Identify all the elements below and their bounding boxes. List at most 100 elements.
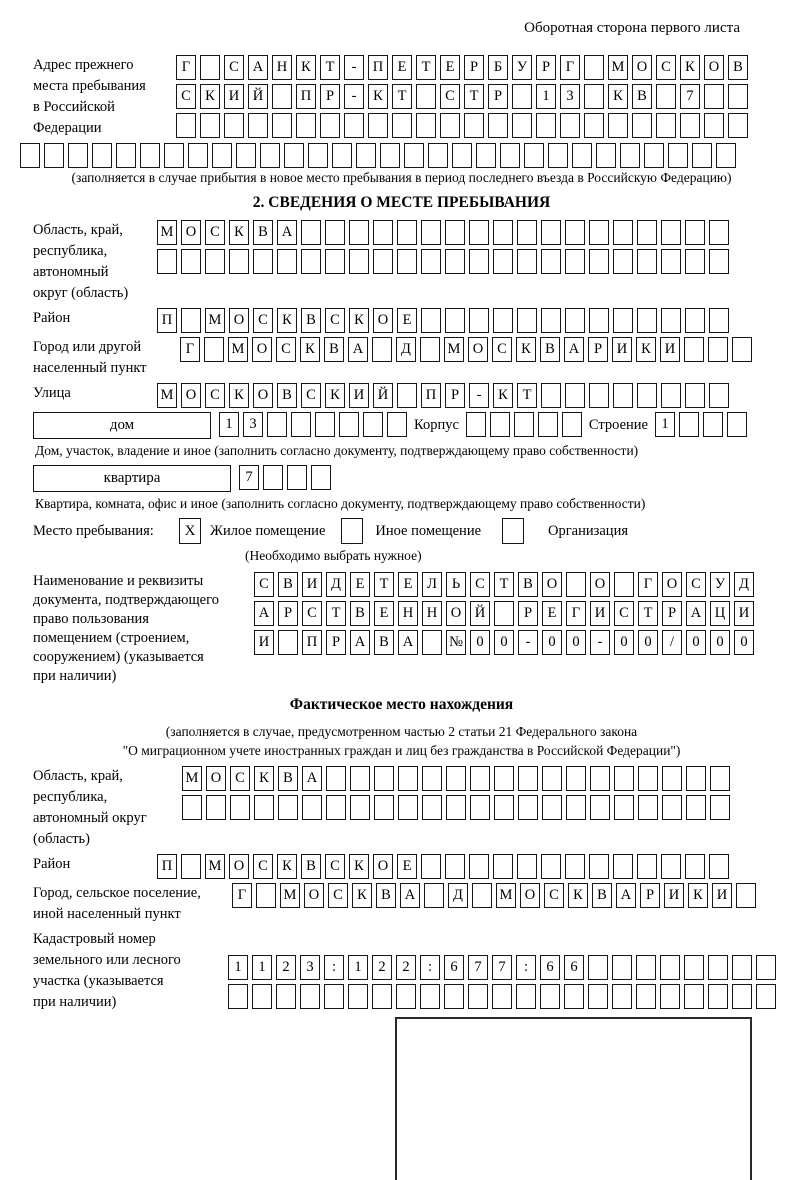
char-cell[interactable]: С xyxy=(230,766,250,791)
char-cell[interactable] xyxy=(524,143,544,168)
char-cell[interactable] xyxy=(686,766,706,791)
char-cell[interactable] xyxy=(176,113,196,138)
char-cell[interactable]: С xyxy=(470,572,490,597)
char-cell[interactable]: М xyxy=(444,337,464,362)
char-cell[interactable] xyxy=(638,795,658,820)
char-cell[interactable]: П xyxy=(421,383,441,408)
char-cell[interactable]: О xyxy=(373,308,393,333)
char-cell[interactable] xyxy=(421,220,441,245)
char-cell[interactable]: А xyxy=(686,601,706,626)
char-cell[interactable]: А xyxy=(616,883,636,908)
char-cell[interactable]: В xyxy=(301,854,321,879)
char-cell[interactable] xyxy=(684,955,704,980)
char-cell[interactable]: А xyxy=(248,55,268,80)
char-cell[interactable] xyxy=(469,854,489,879)
char-cell[interactable] xyxy=(440,113,460,138)
char-cell[interactable] xyxy=(324,984,344,1009)
char-cell[interactable] xyxy=(181,308,201,333)
char-cell[interactable] xyxy=(708,955,728,980)
char-cell[interactable] xyxy=(476,143,496,168)
char-cell[interactable] xyxy=(708,337,728,362)
char-cell[interactable] xyxy=(590,766,610,791)
char-cell[interactable]: О xyxy=(542,572,562,597)
char-cell[interactable] xyxy=(349,220,369,245)
char-cell[interactable] xyxy=(301,249,321,274)
char-cell[interactable] xyxy=(537,412,558,437)
char-cell[interactable]: Р xyxy=(662,601,682,626)
char-cell[interactable] xyxy=(68,143,88,168)
char-cell[interactable]: 1 xyxy=(228,955,248,980)
char-cell[interactable] xyxy=(92,143,112,168)
char-cell[interactable] xyxy=(536,113,556,138)
char-cell[interactable]: О xyxy=(520,883,540,908)
char-cell[interactable] xyxy=(374,795,394,820)
char-cell[interactable] xyxy=(566,766,586,791)
char-cell[interactable]: Ь xyxy=(446,572,466,597)
char-cell[interactable]: 1 xyxy=(654,412,675,437)
char-cell[interactable]: С xyxy=(176,84,196,109)
char-cell[interactable]: 6 xyxy=(564,955,584,980)
char-cell[interactable] xyxy=(267,412,287,437)
char-cell[interactable]: К xyxy=(680,55,700,80)
char-cell[interactable] xyxy=(637,220,657,245)
char-cell[interactable] xyxy=(272,113,292,138)
char-cell[interactable]: К xyxy=(277,854,297,879)
char-cell[interactable] xyxy=(614,795,634,820)
char-cell[interactable] xyxy=(205,249,225,274)
char-cell[interactable]: 2 xyxy=(276,955,296,980)
char-cell[interactable] xyxy=(566,795,586,820)
char-cell[interactable]: Н xyxy=(272,55,292,80)
char-cell[interactable]: Е xyxy=(350,572,370,597)
char-cell[interactable] xyxy=(512,84,532,109)
char-cell[interactable] xyxy=(704,84,724,109)
char-cell[interactable]: - xyxy=(469,383,489,408)
char-cell[interactable] xyxy=(638,766,658,791)
char-cell[interactable]: 0 xyxy=(494,630,514,655)
char-cell[interactable] xyxy=(680,113,700,138)
char-cell[interactable] xyxy=(157,249,177,274)
char-cell[interactable] xyxy=(710,766,730,791)
char-cell[interactable] xyxy=(685,383,705,408)
char-cell[interactable] xyxy=(566,572,586,597)
char-cell[interactable]: О xyxy=(181,220,201,245)
char-cell[interactable] xyxy=(589,383,609,408)
char-cell[interactable]: Е xyxy=(397,308,417,333)
char-cell[interactable] xyxy=(613,854,633,879)
char-cell[interactable]: С xyxy=(325,854,345,879)
char-cell[interactable] xyxy=(300,984,320,1009)
char-cell[interactable] xyxy=(560,113,580,138)
char-cell[interactable]: А xyxy=(348,337,368,362)
char-cell[interactable]: Е xyxy=(397,854,417,879)
char-cell[interactable]: К xyxy=(349,308,369,333)
char-cell[interactable]: 7 xyxy=(680,84,700,109)
char-cell[interactable] xyxy=(541,249,561,274)
char-cell[interactable] xyxy=(710,795,730,820)
char-cell[interactable]: В xyxy=(728,55,748,80)
char-cell[interactable] xyxy=(541,383,561,408)
char-cell[interactable] xyxy=(468,984,488,1009)
char-cell[interactable] xyxy=(613,383,633,408)
char-cell[interactable] xyxy=(494,766,514,791)
char-cell[interactable] xyxy=(541,220,561,245)
char-cell[interactable] xyxy=(320,113,340,138)
char-cell[interactable]: К xyxy=(352,883,372,908)
char-cell[interactable] xyxy=(445,220,465,245)
char-cell[interactable] xyxy=(206,795,226,820)
char-cell[interactable]: П xyxy=(157,854,177,879)
char-cell[interactable] xyxy=(636,955,656,980)
char-cell[interactable] xyxy=(188,143,208,168)
char-cell[interactable]: Р xyxy=(464,55,484,80)
char-cell[interactable]: Д xyxy=(448,883,468,908)
char-cell[interactable] xyxy=(709,854,729,879)
char-cell[interactable] xyxy=(20,143,40,168)
char-cell[interactable] xyxy=(685,220,705,245)
char-cell[interactable]: - xyxy=(344,55,364,80)
char-cell[interactable]: О xyxy=(590,572,610,597)
char-cell[interactable] xyxy=(396,984,416,1009)
char-cell[interactable]: С xyxy=(440,84,460,109)
char-cell[interactable] xyxy=(421,308,441,333)
char-cell[interactable] xyxy=(728,84,748,109)
char-cell[interactable]: П xyxy=(296,84,316,109)
char-cell[interactable]: 7 xyxy=(468,955,488,980)
char-cell[interactable] xyxy=(254,795,274,820)
